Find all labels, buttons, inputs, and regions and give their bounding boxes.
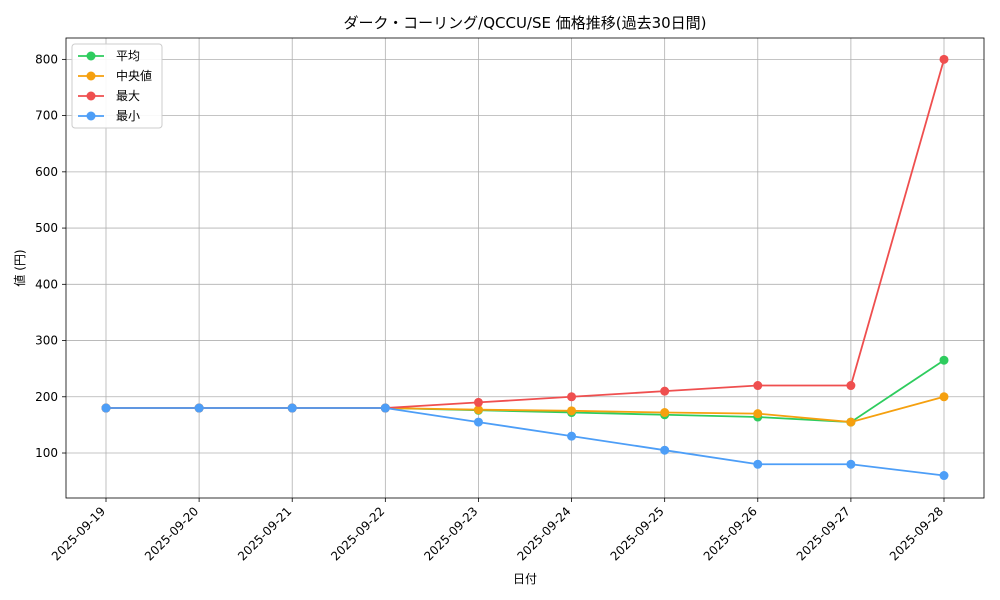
data-point xyxy=(101,403,111,413)
legend-entry: 最大 xyxy=(78,89,140,103)
series-3 xyxy=(101,403,949,481)
series-line xyxy=(106,407,945,477)
x-tick-label: 2025-09-25 xyxy=(608,504,667,563)
data-point xyxy=(567,431,577,441)
series-line xyxy=(106,395,945,423)
y-tick-label: 400 xyxy=(35,277,58,291)
data-point xyxy=(567,392,577,402)
legend-box xyxy=(71,43,163,129)
x-tick-label: 2025-09-24 xyxy=(514,504,573,563)
legend-entry: 中央値 xyxy=(78,68,152,83)
data-point xyxy=(660,408,670,418)
series-line xyxy=(106,59,945,409)
data-point xyxy=(846,459,856,469)
legend-label: 最大 xyxy=(116,89,140,103)
data-point xyxy=(753,409,763,419)
y-axis-label: 値 (円) xyxy=(12,249,27,286)
legend-label: 平均 xyxy=(116,49,140,63)
data-point xyxy=(567,406,577,416)
y-tick-label: 800 xyxy=(35,52,58,66)
legend-marker xyxy=(86,51,96,61)
y-axis-ticks: 100 200 300 400 500 600 700 800 xyxy=(35,52,66,460)
data-point xyxy=(287,403,297,413)
legend-entry: 最小 xyxy=(78,109,140,123)
legend-marker xyxy=(86,71,96,81)
legend-marker xyxy=(86,111,96,121)
data-point xyxy=(939,355,949,365)
y-tick-label: 500 xyxy=(35,221,58,235)
series-line xyxy=(106,359,945,423)
data-point xyxy=(473,397,483,407)
legend-entry: 平均 xyxy=(78,49,140,63)
chart-title: ダーク・コーリング/QCCU/SE 価格推移(過去30日間) xyxy=(343,14,706,32)
y-tick-label: 600 xyxy=(35,165,58,179)
data-point xyxy=(939,54,949,64)
data-point xyxy=(753,381,763,391)
y-tick-label: 100 xyxy=(35,446,58,460)
x-axis-ticks: 2025-09-19 2025-09-20 2025-09-21 2025-09-22… xyxy=(49,498,946,563)
x-tick-label: 2025-09-26 xyxy=(701,504,760,563)
data-point xyxy=(846,417,856,427)
plot-frame xyxy=(65,37,985,499)
x-tick-label: 2025-09-21 xyxy=(235,504,294,563)
data-point xyxy=(846,381,856,391)
data-point xyxy=(939,392,949,402)
legend-label: 最小 xyxy=(116,109,140,123)
legend-marker xyxy=(86,91,96,101)
y-tick-label: 200 xyxy=(35,390,58,404)
x-tick-label: 2025-09-19 xyxy=(49,504,108,563)
series-2 xyxy=(101,54,949,413)
data-point xyxy=(753,459,763,469)
data-point xyxy=(660,386,670,396)
series-1 xyxy=(101,392,949,427)
y-tick-label: 300 xyxy=(35,334,58,348)
data-point xyxy=(939,471,949,481)
x-axis-label: 日付 xyxy=(513,572,537,586)
series-layer xyxy=(101,54,949,481)
grid xyxy=(66,38,984,498)
x-tick-label: 2025-09-23 xyxy=(421,504,480,563)
x-tick-label: 2025-09-20 xyxy=(142,504,201,563)
x-tick-label: 2025-09-27 xyxy=(794,504,853,563)
series-0 xyxy=(101,355,949,427)
data-point xyxy=(660,445,670,455)
legend-label: 中央値 xyxy=(116,68,152,83)
x-tick-label: 2025-09-28 xyxy=(887,504,946,563)
x-tick-label: 2025-09-22 xyxy=(328,504,387,563)
data-point xyxy=(380,403,390,413)
data-point xyxy=(473,417,483,427)
data-point xyxy=(194,403,204,413)
y-tick-label: 700 xyxy=(35,109,58,123)
data-point xyxy=(473,405,483,415)
